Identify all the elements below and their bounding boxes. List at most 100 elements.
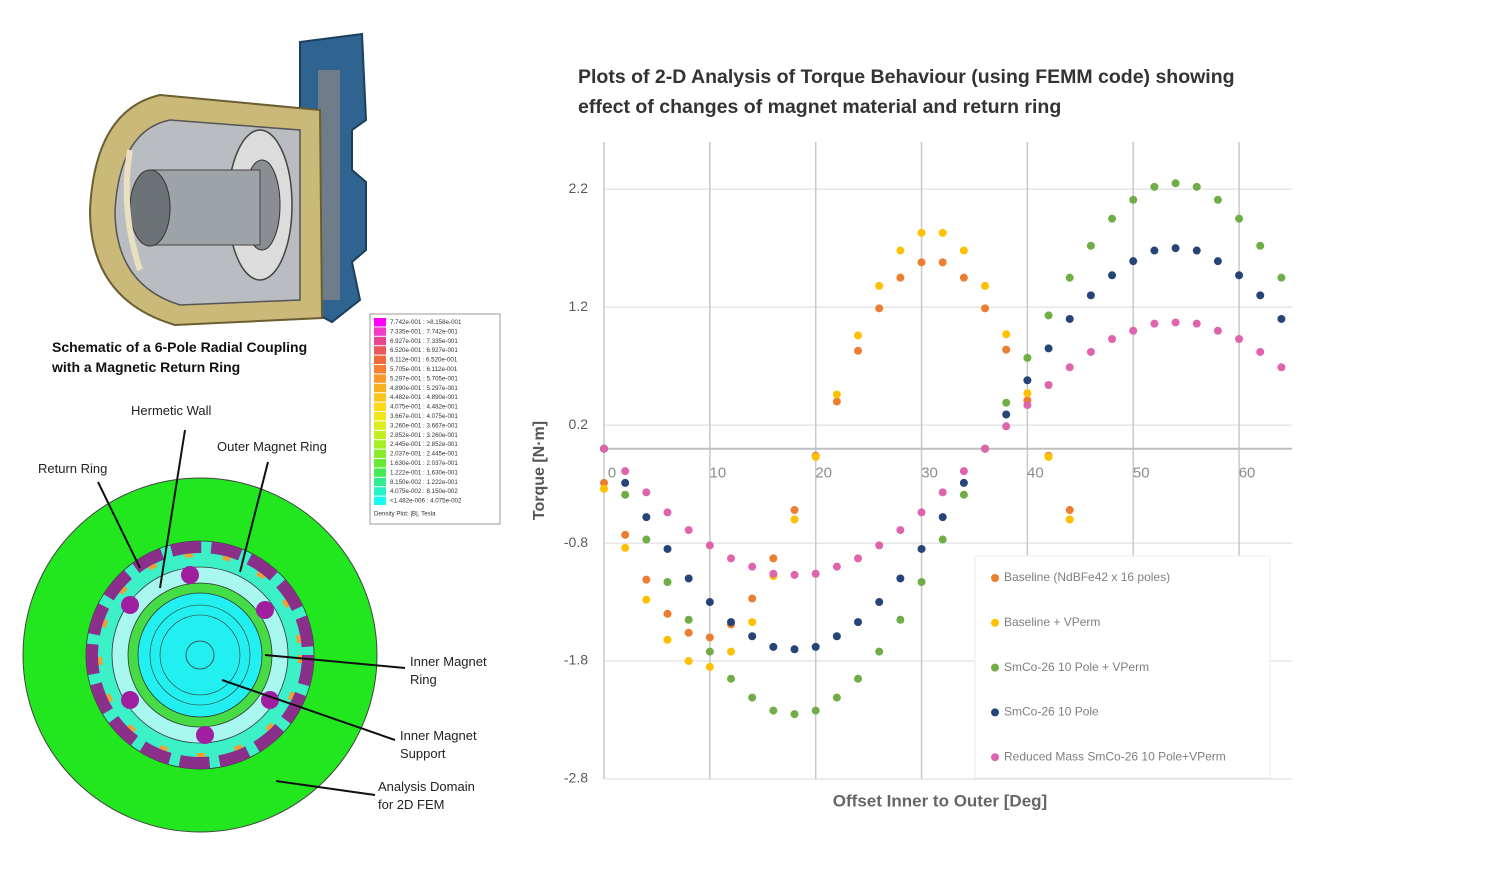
data-point: [705, 541, 714, 550]
data-point: [684, 628, 693, 637]
part-label: Inner Magnet: [410, 654, 487, 669]
data-point: [1002, 398, 1011, 407]
y-tick-label: 0.2: [569, 416, 589, 432]
legend-label: SmCo-26 10 Pole: [1004, 705, 1099, 719]
density-label: 8.150e-002 : 1.222e-001: [390, 479, 458, 486]
data-point: [1023, 376, 1032, 385]
data-point: [1086, 347, 1095, 356]
data-point: [938, 258, 947, 267]
density-swatch: [374, 402, 386, 411]
data-point: [1277, 273, 1286, 282]
data-point: [875, 598, 884, 607]
density-swatch: [374, 346, 386, 355]
data-point: [748, 594, 757, 603]
x-tick-label: 40: [1027, 465, 1044, 482]
part-label: Return Ring: [38, 461, 108, 476]
density-swatch: [374, 327, 386, 336]
density-swatch: [374, 459, 386, 468]
data-point: [1213, 326, 1222, 335]
data-point: [621, 530, 630, 539]
data-point: [600, 444, 608, 453]
part-label: Outer Magnet Ring: [217, 439, 327, 454]
density-label: 5.705e-001 : 6.112e-001: [390, 366, 458, 373]
data-point: [1044, 452, 1053, 461]
data-point: [684, 526, 693, 535]
density-swatch: [374, 468, 386, 477]
data-point: [727, 674, 736, 683]
data-point: [684, 574, 693, 583]
density-swatch: [374, 318, 386, 327]
y-tick-label: -1.8: [564, 652, 588, 668]
data-point: [1150, 246, 1159, 255]
legend-marker: [991, 574, 999, 582]
density-label: 3.260e-001 : 3.667e-001: [390, 422, 458, 429]
data-point: [769, 642, 778, 651]
density-label: 2.445e-001 : 2.852e-001: [390, 441, 458, 448]
density-swatch: [374, 477, 386, 487]
data-point: [854, 331, 863, 340]
data-point: [1256, 347, 1265, 356]
data-point: [1277, 363, 1286, 372]
data-point: [663, 609, 672, 618]
density-swatch: [374, 383, 386, 393]
data-point: [769, 706, 778, 715]
data-point: [621, 543, 630, 552]
data-point: [981, 281, 990, 290]
data-point: [621, 490, 630, 499]
data-point: [600, 478, 608, 487]
part-label: Inner Magnet: [400, 728, 477, 743]
density-label: 4.890e-001 : 5.297e-001: [390, 385, 458, 392]
data-point: [790, 645, 799, 654]
data-point: [832, 397, 841, 406]
data-point: [1235, 214, 1244, 223]
data-point: [1171, 318, 1180, 327]
legend-marker: [991, 708, 999, 717]
data-point: [1023, 389, 1032, 398]
density-swatch: [374, 393, 386, 402]
data-point: [854, 554, 863, 563]
density-label: 2.037e-001 : 2.445e-001: [390, 451, 458, 458]
data-point: [1171, 179, 1180, 188]
data-point: [917, 578, 926, 587]
data-point: [896, 615, 905, 624]
data-point: [663, 578, 672, 587]
y-tick-label: -2.8: [564, 770, 588, 786]
legend-label: Baseline + VPerm: [1004, 615, 1100, 629]
density-swatch: [374, 336, 386, 346]
data-point: [684, 657, 693, 666]
x-tick-label: 20: [815, 465, 832, 482]
density-swatch: [374, 449, 386, 458]
density-footer: Density Plot: |B|, Tesla: [374, 511, 436, 518]
data-point: [705, 662, 714, 671]
x-tick-label: 50: [1133, 465, 1150, 482]
legend-marker: [991, 618, 999, 627]
data-point: [1213, 195, 1222, 204]
data-point: [1235, 271, 1244, 280]
data-point: [1065, 515, 1074, 524]
data-point: [1002, 330, 1011, 339]
data-point: [832, 693, 841, 702]
data-point: [1086, 291, 1095, 300]
x-tick-label: 0: [608, 465, 616, 482]
data-point: [832, 562, 841, 571]
data-point: [896, 574, 905, 583]
data-point: [1256, 291, 1265, 300]
data-point: [1002, 422, 1011, 431]
density-label: 6.112e-001 : 6.520e-001: [390, 357, 458, 364]
data-point: [1023, 353, 1032, 362]
data-point: [769, 554, 778, 563]
density-label: 4.482e-001 : 4.890e-001: [390, 394, 458, 401]
data-point: [727, 618, 736, 627]
y-tick-label: 2.2: [569, 180, 589, 196]
part-label: for 2D FEM: [378, 797, 445, 812]
density-label: 2.852e-001 : 3.260e-001: [390, 432, 458, 439]
data-point: [1108, 334, 1117, 343]
density-label: 1.630e-001 : 2.037e-001: [390, 460, 458, 467]
data-point: [1023, 401, 1032, 410]
data-point: [854, 618, 863, 627]
density-label: 5.297e-001 : 5.705e-001: [390, 375, 458, 382]
data-point: [1002, 410, 1011, 419]
data-point: [1192, 182, 1201, 191]
part-label: Hermetic Wall: [131, 403, 212, 418]
data-point: [748, 632, 757, 641]
